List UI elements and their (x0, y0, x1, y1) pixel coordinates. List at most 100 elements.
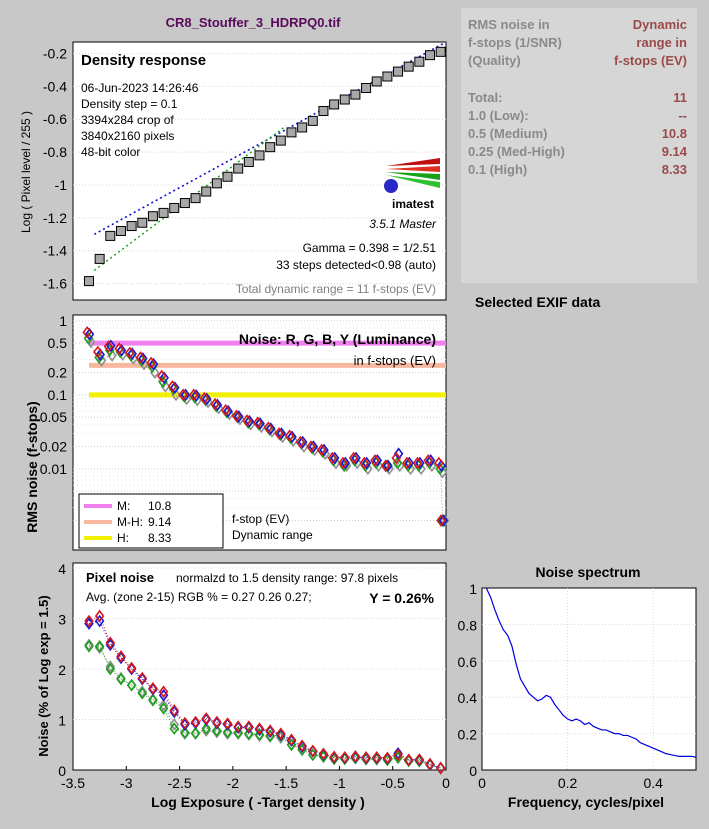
noise-yticks: 1 0.5 0.2 0.1 0.05 0.02 0.01 (40, 313, 67, 477)
pixel-noise-point-b (94, 614, 105, 628)
spectrum-plot-area (481, 587, 697, 771)
col2-header-line2: range in (636, 35, 687, 50)
col1-header-line3: (Quality) (468, 53, 521, 68)
noise-point-r (178, 388, 188, 402)
pixel-noise-ytick-label: 1 (58, 713, 66, 729)
noise-point-b (170, 381, 180, 395)
density-ytick-label: -1.4 (43, 243, 67, 259)
noise-point-r (359, 456, 370, 470)
version-text: 3.5.1 Master (369, 217, 437, 231)
pixel-noise-point-b (116, 651, 126, 665)
noise-title: Noise: R, G, B, Y (Luminance) (239, 331, 436, 347)
pixel-noise-point-r (254, 722, 265, 735)
pixel-noise-point-r (116, 650, 126, 663)
col2-header-line1: Dynamic (633, 17, 687, 32)
pixel-noise-xtick-label: -2 (227, 775, 240, 791)
pixel-noise-point-r (382, 751, 393, 765)
noise-point-b (223, 404, 233, 418)
noise-point-b (340, 456, 351, 470)
noise-point-r (210, 397, 220, 411)
noise-point-b (127, 347, 137, 361)
noise-markers (82, 325, 450, 527)
pixel-noise-markers (84, 609, 446, 775)
noise-point-b (297, 435, 308, 449)
density-point (339, 94, 350, 105)
pixel-noise-ticks: 0 1 2 3 4 -3.5 -3 -2.5 -2 -1.5 -1 -0.5 0 (58, 561, 450, 791)
pixel-noise-point-r (350, 750, 361, 763)
density-ytick-label: -0.2 (43, 46, 67, 62)
density-point (179, 198, 190, 209)
noise-point-b (329, 451, 340, 465)
legend-label-high: H: (117, 531, 129, 545)
noise-point-b (106, 339, 116, 353)
noise-point-b (404, 456, 415, 470)
gamma-text: Gamma = 0.398 = 1/2.51 (303, 241, 437, 255)
noise-point-r (423, 454, 433, 467)
noise-point-b (244, 414, 255, 428)
pixel-noise-point-r (222, 717, 233, 730)
pixel-noise-point-y (222, 727, 233, 740)
pixel-noise-point-r (393, 748, 403, 762)
row-medhigh-value: 9.14 (662, 144, 688, 159)
noise-point-r (306, 440, 316, 453)
spectrum-ticks: 0 0.2 0.4 0.6 0.8 1 0 0.2 0.4 (458, 581, 664, 791)
noise-point-r (157, 369, 167, 383)
pixel-noise-point-g (222, 725, 233, 739)
noise-point-r (199, 391, 210, 405)
pixel-noise-xtick-label: -0.5 (381, 775, 405, 791)
noise-point-r (114, 342, 124, 356)
density-point (254, 150, 265, 161)
density-point (147, 211, 158, 222)
noise-point-r (436, 514, 446, 527)
density-ytick-label: -0.8 (43, 144, 67, 160)
pixel-noise-point-g (169, 722, 179, 735)
pixel-noise-point-b (393, 747, 403, 760)
col1-header-line2: f-stops (1/SNR) (468, 35, 562, 50)
spectrum-xtick-label: 0 (478, 775, 486, 791)
pixel-noise-point-g (84, 639, 94, 653)
noise-point-r (167, 380, 178, 393)
spectrum-ytick-label: 0.8 (458, 617, 478, 633)
spectrum-ytick-label: 0.6 (458, 654, 478, 670)
pixel-noise-lines (88, 615, 441, 769)
pixel-noise-grid (73, 567, 446, 721)
noise-point-b (116, 343, 127, 357)
col1-header-line1: RMS noise in (468, 17, 550, 32)
noise-point-g (382, 459, 392, 473)
pixel-noise-point-y (84, 638, 94, 652)
legend-note-1: f-stop (EV) (232, 512, 289, 526)
pixel-noise-xtick-label: -2.5 (168, 775, 192, 791)
pixel-noise-title: Pixel noise (86, 570, 154, 585)
pixel-noise-ytick-label: 2 (58, 662, 66, 678)
density-markers (83, 46, 446, 287)
spectrum-curve (485, 587, 697, 758)
noise-point-r (338, 456, 348, 470)
total-dr-text: Total dynamic range = 11 f-stops (EV) (236, 282, 436, 296)
pixel-noise-point-g (212, 724, 222, 737)
density-fit-green (93, 125, 287, 271)
noise-point-b (415, 456, 425, 470)
pixel-noise-point-r (329, 750, 339, 764)
pixel-noise-stats: Avg. (zone 2-15) RGB % = 0.27 0.26 0.27; (86, 590, 312, 604)
exif-heading: Selected EXIF data (475, 294, 600, 310)
noise-point-r (412, 456, 423, 470)
density-point (307, 115, 318, 126)
row-low-label: 1.0 (Low): (468, 108, 529, 123)
noise-point-r (93, 345, 103, 359)
density-point (222, 171, 233, 182)
pixel-noise-point-r (180, 716, 190, 730)
density-point (382, 71, 393, 82)
density-point (169, 202, 180, 213)
noise-point-y (309, 443, 320, 457)
pixel-noise-xlabel: Log Exposure ( -Target density ) (151, 794, 365, 810)
noise-point-b (351, 451, 361, 465)
density-ytick-label: -0.4 (43, 78, 67, 94)
noise-point-r (380, 459, 391, 473)
pixel-noise-point-g (116, 672, 126, 686)
noise-point-b (234, 410, 244, 423)
noise-point-b (319, 443, 329, 457)
logo-text: imatest (392, 197, 434, 211)
density-ytick-label: -1.6 (43, 276, 67, 292)
row-high-value: 8.33 (662, 162, 687, 177)
info-table-panel (461, 8, 697, 283)
